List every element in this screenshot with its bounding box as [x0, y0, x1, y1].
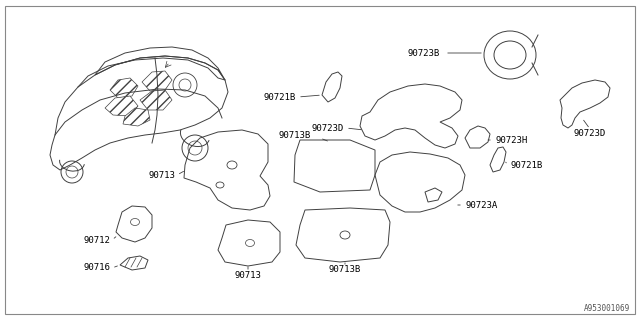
Text: 90713: 90713	[148, 171, 175, 180]
Text: 90723H: 90723H	[495, 135, 527, 145]
Text: 90721B: 90721B	[264, 92, 296, 101]
Text: 90713B: 90713B	[279, 131, 311, 140]
Text: 90721B: 90721B	[510, 161, 542, 170]
Text: 90723D: 90723D	[574, 129, 606, 138]
Polygon shape	[142, 71, 172, 91]
Text: 90716: 90716	[83, 263, 110, 273]
Text: 90713B: 90713B	[329, 266, 361, 275]
Text: 90712: 90712	[83, 236, 110, 244]
Text: 90723D: 90723D	[312, 124, 344, 132]
Polygon shape	[105, 96, 138, 116]
Polygon shape	[123, 108, 150, 126]
Text: 90723A: 90723A	[465, 201, 497, 210]
Text: 90723B: 90723B	[408, 49, 440, 58]
Polygon shape	[110, 78, 138, 98]
Text: A953001069: A953001069	[584, 304, 630, 313]
Polygon shape	[140, 90, 172, 110]
Text: 90713: 90713	[235, 270, 261, 279]
